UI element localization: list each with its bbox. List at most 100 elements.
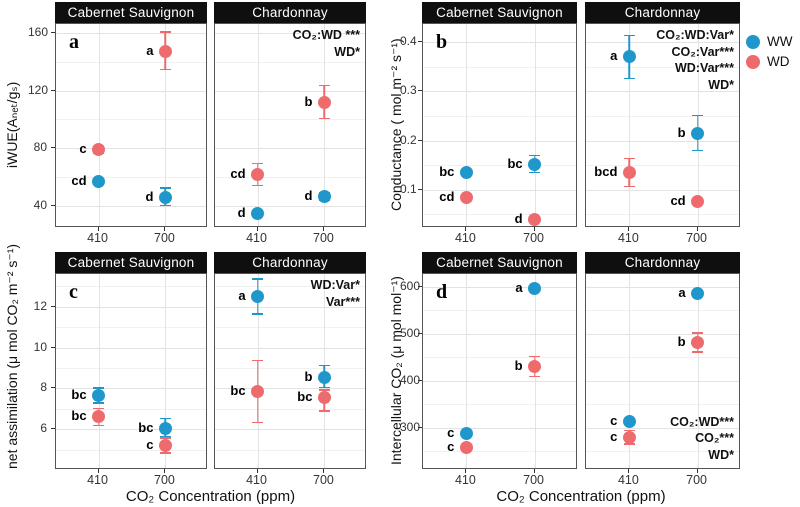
error-bar-cap-top — [692, 332, 704, 334]
facet-plot-area: d cd d b CO₂:WD *** WD* — [214, 23, 366, 227]
data-point-ww — [92, 388, 106, 402]
panel-letter: b — [436, 31, 448, 53]
point-letter-label: d — [145, 189, 154, 205]
xtick-label: 410 — [454, 473, 476, 487]
xtick-label: 700 — [523, 473, 545, 487]
ytick-mark — [418, 426, 422, 428]
ytick-mark — [51, 428, 55, 430]
gridline — [56, 429, 206, 431]
point-letter-label: bc — [297, 389, 313, 405]
gridline — [423, 91, 576, 93]
gridline-minor — [586, 66, 739, 68]
point-letter-label: b — [514, 358, 523, 374]
gridline — [215, 32, 365, 34]
point-letter-label: bc — [230, 382, 246, 398]
ytick-label: 12 — [33, 298, 47, 313]
point-letter-label: c — [146, 437, 154, 452]
data-point-ww — [528, 157, 542, 171]
facet-strip: Chardonnay — [214, 2, 366, 23]
gridline-minor — [586, 214, 739, 216]
xtick-mark — [628, 227, 630, 231]
point-letter-label: bc — [71, 386, 87, 402]
data-point-ww — [317, 370, 331, 384]
data-point-wd — [317, 391, 331, 405]
data-point-ww — [251, 289, 265, 303]
gridline — [98, 274, 100, 468]
ytick-mark — [418, 285, 422, 287]
error-bar-cap-bottom — [252, 421, 264, 424]
error-bar-cap-bottom — [623, 443, 635, 445]
xtick-mark — [97, 227, 99, 231]
gridline-minor — [586, 451, 739, 453]
significance-annotations: CO₂:WD*** CO₂*** WD* — [670, 414, 734, 464]
point-letter-label: d — [304, 187, 313, 203]
data-point-wd — [158, 44, 172, 58]
gridline — [56, 347, 206, 349]
point-letter-label: cd — [439, 188, 455, 204]
data-point-wd — [691, 336, 705, 350]
error-bar-cap-top — [623, 429, 635, 432]
legend-label-wd: WD — [767, 54, 790, 69]
data-point-wd — [459, 441, 473, 455]
xtick-label: 700 — [686, 231, 708, 245]
gridline-minor — [586, 165, 739, 167]
facet-strip: Chardonnay — [214, 252, 366, 273]
gridline — [215, 429, 365, 431]
error-bar-cap-bottom — [159, 435, 171, 438]
gridline-minor — [215, 286, 365, 288]
gridline-minor — [586, 115, 739, 117]
gridline-minor — [56, 449, 206, 451]
gridline — [697, 274, 699, 468]
error-bar-cap-bottom — [159, 204, 171, 207]
panel-letter: c — [69, 281, 78, 303]
xtick-label: 700 — [313, 231, 334, 245]
gridline — [629, 24, 631, 226]
xtick-mark — [533, 469, 535, 473]
ytick-label: 40 — [33, 198, 47, 213]
gridline — [466, 274, 468, 468]
data-point-ww — [622, 415, 636, 429]
error-bar-cap-top — [529, 154, 541, 157]
xtick-label: 700 — [154, 231, 175, 245]
point-letter-label: bc — [507, 155, 523, 171]
error-bar-cap-bottom — [529, 171, 541, 174]
annotation-line: WD* — [708, 447, 734, 462]
xtick-label: 410 — [246, 473, 267, 487]
error-bar-cap-bottom — [318, 410, 330, 412]
gridline-minor — [215, 449, 365, 451]
significance-annotations: CO₂:WD *** WD* — [293, 27, 360, 60]
significance-annotations: CO₂:WD:Var* CO₂:Var*** WD:Var*** WD* — [656, 27, 734, 93]
y-axis-title: net assimilation (μ mol CO₂ m⁻² s⁻¹) — [4, 243, 20, 469]
gridline — [586, 189, 739, 191]
annotation-line: CO₂*** — [695, 431, 734, 445]
ytick-mark — [51, 31, 55, 33]
facet-strip: Chardonnay — [585, 252, 740, 273]
ww-dot-icon — [746, 34, 760, 49]
gridline — [98, 24, 100, 226]
wd-dot-icon — [746, 54, 760, 69]
error-bar-cap-top — [623, 34, 635, 37]
gridline — [629, 274, 631, 468]
error-bar-cap-top — [318, 364, 330, 367]
gridline — [56, 148, 206, 150]
gridline-minor — [215, 408, 365, 410]
point-letter-label: b — [304, 93, 313, 109]
data-point-ww — [158, 191, 172, 205]
error-bar-cap-top — [159, 31, 171, 33]
ytick-label: 0.1 — [400, 181, 417, 196]
error-bar-cap-bottom — [93, 402, 105, 404]
gridline — [586, 286, 739, 288]
data-point-wd — [691, 195, 705, 209]
xtick-label: 700 — [686, 473, 708, 487]
gridline-minor — [56, 177, 206, 179]
point-letter-label: b — [677, 124, 686, 140]
error-bar-cap-bottom — [93, 424, 105, 427]
gridline — [423, 286, 576, 288]
ytick-label: 120 — [28, 82, 49, 97]
gridline — [586, 91, 739, 93]
gridline — [586, 140, 739, 142]
annotation-line: CO₂:WD:Var* — [656, 28, 734, 42]
point-letter-label: a — [515, 279, 523, 295]
gridline — [534, 24, 536, 226]
